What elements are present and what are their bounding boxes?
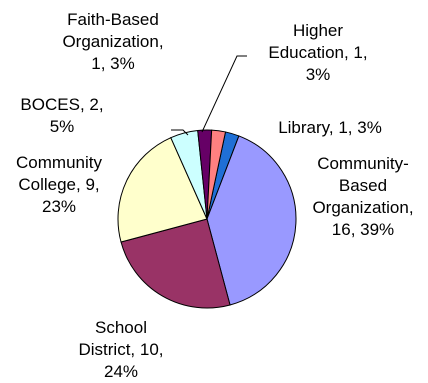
- slice-label-line: Education, 1,: [268, 43, 367, 62]
- slice-label-line: District, 10,: [78, 340, 163, 359]
- slice-labels: Library, 1, 3% Community- Based Organizatio…: [16, 10, 414, 381]
- leader-lines: [171, 55, 247, 136]
- slice-label-higher-education: Higher Education, 1, 3%: [268, 21, 367, 84]
- slice-label-line: 24%: [104, 362, 138, 381]
- slice-label-community-college: Community College, 9, 23%: [16, 153, 102, 216]
- pie-slice-higher-education: [206, 129, 227, 220]
- slice-label-community-based-organization: Community- Based Organization, 16, 39%: [312, 154, 413, 239]
- pie-slice-community-college: [117, 137, 208, 243]
- slice-label-line: Community: [16, 153, 102, 172]
- slice-label-faith-based-organization: Faith-Based Organization, 1, 3%: [62, 10, 163, 73]
- slice-label-line: 23%: [42, 197, 76, 216]
- slice-label-line: Higher: [293, 21, 343, 40]
- slice-label-line: Organization,: [312, 198, 413, 217]
- slice-label-line: 3%: [306, 65, 331, 84]
- slice-label-library: Library, 1, 3%: [278, 118, 382, 137]
- slice-label-line: College, 9,: [18, 175, 99, 194]
- slice-label-line: BOCES, 2,: [20, 95, 103, 114]
- slice-label-line: 1, 3%: [91, 54, 134, 73]
- pie-slices: [117, 129, 297, 309]
- slice-label-boces: BOCES, 2, 5%: [20, 95, 103, 136]
- slice-label-line: 16, 39%: [332, 220, 394, 239]
- leader-line: [171, 129, 189, 136]
- slice-label-line: Based: [339, 176, 387, 195]
- slice-label-line: Faith-Based: [67, 10, 159, 29]
- pie-slice-community-based-organization: [206, 135, 297, 306]
- slice-label-line: Library, 1, 3%: [278, 118, 382, 137]
- slice-label-line: Organization,: [62, 32, 163, 51]
- slice-label-school-district: School District, 10, 24%: [78, 318, 163, 381]
- slice-label-line: Community-: [317, 154, 409, 173]
- leader-line: [201, 55, 247, 133]
- slice-label-line: School: [95, 318, 147, 337]
- slice-label-line: 5%: [50, 117, 75, 136]
- pie-slice-school-district: [120, 218, 231, 309]
